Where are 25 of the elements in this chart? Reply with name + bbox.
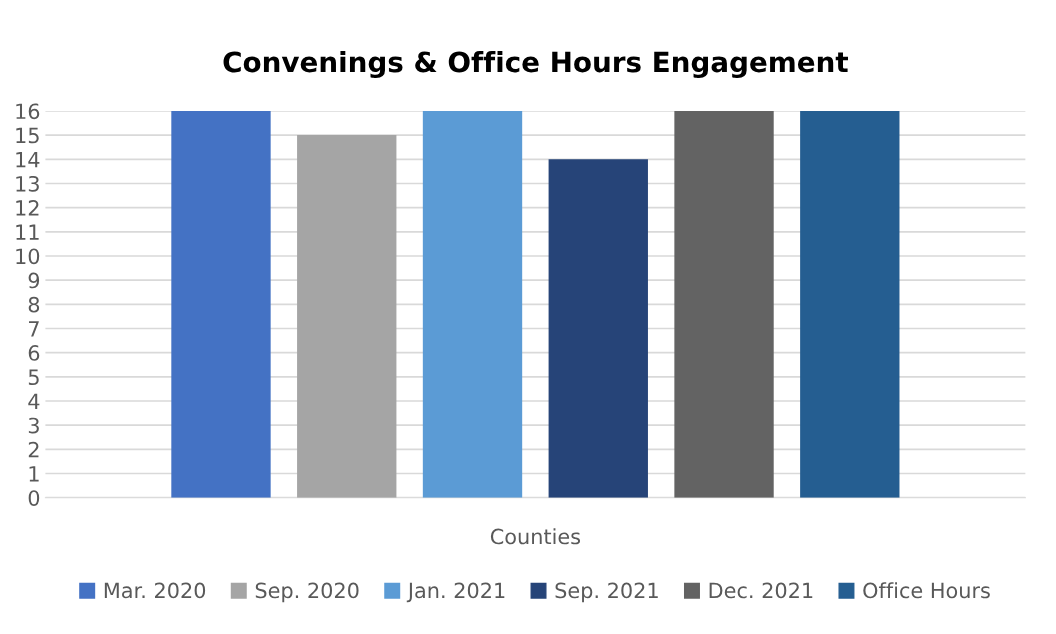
y-tick-label: 4 — [28, 393, 40, 409]
y-tick-label: 9 — [28, 272, 40, 289]
y-tick-label: 12 — [16, 200, 39, 216]
legend-label: Jan. 2021 — [406, 582, 505, 603]
y-tick-label: 8 — [28, 296, 40, 313]
y-tick-label: 14 — [16, 152, 40, 168]
y-tick-label: 15 — [16, 127, 39, 144]
y-tick-label: 6 — [28, 345, 40, 361]
y-tick-label: 13 — [16, 175, 39, 192]
y-tick-label: 1 — [29, 466, 39, 482]
y-tick-label: 0 — [28, 490, 40, 506]
legend-label: Dec. 2021 — [709, 582, 813, 599]
y-tick-label: 10 — [16, 248, 40, 265]
y-tick-label: 2 — [28, 441, 39, 458]
legend-label: Office Hours — [863, 582, 990, 599]
y-tick-label: 5 — [28, 369, 39, 386]
y-tick-label: 7 — [29, 321, 39, 337]
x-tick-label: Counties — [490, 528, 581, 545]
legend-label: Sep. 2021 — [555, 582, 658, 603]
y-tick-label: 11 — [16, 224, 39, 240]
y-tick-label: 3 — [28, 417, 39, 434]
legend-label: Sep. 2020 — [255, 582, 359, 603]
y-tick-label: 16 — [16, 103, 40, 120]
legend-label: Mar. 2020 — [104, 582, 206, 599]
chart-title: Convenings & Office Hours Engagement — [223, 50, 848, 79]
